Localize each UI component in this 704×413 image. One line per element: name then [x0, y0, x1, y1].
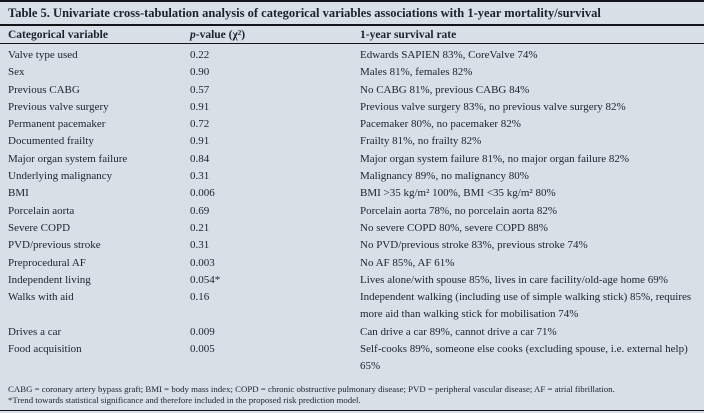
cell-categorical-variable: Permanent pacemaker — [8, 118, 106, 131]
table-row: Severe COPD 0.21 No severe COPD 80%, sev… — [0, 220, 704, 237]
table-row: Previous valve surgery 0.91 Previous val… — [0, 99, 704, 116]
table-row: Documented frailty 0.91 Frailty 81%, no … — [0, 133, 704, 150]
cell-categorical-variable: Underlying malignancy — [8, 170, 113, 183]
cell-categorical-variable: Drives a car — [8, 325, 62, 338]
table-row: BMI 0.006 BMI >35 kg/m² 100%, BMI <35 kg… — [0, 185, 704, 202]
table-row: Previous CABG 0.57 No CABG 81%, previous… — [0, 82, 704, 99]
cell-survival-rate: Males 81%, females 82% — [360, 66, 473, 79]
table-row: Sex 0.90 Males 81%, females 82% — [0, 64, 704, 81]
cell-categorical-variable: Major organ system failure — [8, 152, 128, 165]
cell-survival-rate: Lives alone/with spouse 85%, lives in ca… — [360, 273, 668, 286]
table-row: Permanent pacemaker 0.72 Pacemaker 80%, … — [0, 116, 704, 133]
cell-p-value: 0.69 — [190, 204, 210, 217]
cell-p-value: 0.72 — [190, 118, 210, 131]
footnote-abbreviations: CABG = coronary artery bypass graft; BMI… — [8, 383, 615, 394]
table-row: Drives a car 0.009 Can drive a car 89%, … — [0, 324, 704, 341]
cell-categorical-variable: Porcelain aorta — [8, 204, 75, 217]
cell-survival-rate: No CABG 81%, previous CABG 84% — [360, 83, 530, 96]
footnote-trend-note: *Trend towards statistical significance … — [8, 395, 361, 406]
cell-survival-rate: No severe COPD 80%, severe COPD 88% — [360, 221, 548, 234]
cell-survival-rate: Self-cooks 89%, someone else cooks (excl… — [360, 343, 688, 373]
cell-survival-rate: No AF 85%, AF 61% — [360, 256, 455, 269]
cell-survival-rate: No PVD/previous stroke 83%, previous str… — [360, 239, 588, 252]
cell-p-value: 0.054* — [190, 273, 221, 286]
cell-p-value: 0.009 — [190, 325, 215, 338]
cell-p-value: 0.21 — [190, 221, 210, 234]
cell-survival-rate: BMI >35 kg/m² 100%, BMI <35 kg/m² 80% — [360, 187, 556, 200]
cell-p-value: 0.006 — [190, 187, 215, 200]
table-row: Valve type used 0.22 Edwards SAPIEN 83%,… — [0, 44, 704, 65]
p-value-rest: -value (χ²) — [195, 29, 246, 41]
table-row: Independent living 0.054* Lives alone/wi… — [0, 272, 704, 289]
cell-categorical-variable: PVD/previous stroke — [8, 239, 101, 252]
footnotes: CABG = coronary artery bypass graft; BMI… — [0, 376, 704, 407]
cell-p-value: 0.16 — [190, 291, 210, 304]
cell-categorical-variable: Walks with aid — [8, 291, 74, 304]
table-row: PVD/previous stroke 0.31 No PVD/previous… — [0, 237, 704, 254]
table-row: Porcelain aorta 0.69 Porcelain aorta 78%… — [0, 203, 704, 220]
cell-categorical-variable: Valve type used — [8, 49, 78, 61]
cell-categorical-variable: Preprocedural AF — [8, 256, 86, 269]
cell-p-value: 0.31 — [190, 170, 210, 183]
data-table: Categorical variable p-value (χ²) 1-year… — [0, 26, 704, 376]
cell-survival-rate: Previous valve surgery 83%, no previous … — [360, 100, 626, 113]
bottom-rule — [0, 410, 704, 411]
cell-survival-rate: Pacemaker 80%, no pacemaker 82% — [360, 118, 521, 131]
cell-p-value: 0.90 — [190, 66, 210, 79]
table-row: Walks with aid 0.16 Independent walking … — [0, 289, 704, 324]
cell-categorical-variable: Previous valve surgery — [8, 100, 109, 113]
table-row: Underlying malignancy 0.31 Malignancy 89… — [0, 168, 704, 185]
cell-survival-rate: Porcelain aorta 78%, no porcelain aorta … — [360, 204, 558, 217]
cell-p-value: 0.91 — [190, 100, 210, 113]
cell-p-value: 0.57 — [190, 83, 210, 96]
cell-categorical-variable: Severe COPD — [8, 221, 71, 234]
cell-survival-rate: Major organ system failure 81%, no major… — [360, 152, 630, 165]
cell-survival-rate: Malignancy 89%, no malignancy 80% — [360, 170, 529, 183]
cell-survival-rate: Edwards SAPIEN 83%, CoreValve 74% — [360, 49, 538, 61]
cell-categorical-variable: Sex — [8, 66, 25, 79]
cell-categorical-variable: Previous CABG — [8, 83, 80, 96]
cell-survival-rate: Independent walking (including use of si… — [360, 291, 692, 321]
table-row: Preprocedural AF 0.003 No AF 85%, AF 61% — [0, 255, 704, 272]
cell-survival-rate: Can drive a car 89%, cannot drive a car … — [360, 325, 557, 338]
cell-survival-rate: Frailty 81%, no frailty 82% — [360, 135, 482, 148]
cell-categorical-variable: Independent living — [8, 273, 91, 286]
cell-p-value: 0.31 — [190, 239, 210, 252]
cell-p-value: 0.91 — [190, 135, 210, 148]
cell-p-value: 0.22 — [190, 49, 210, 61]
p-value-italic-p: p — [190, 29, 196, 41]
cell-p-value: 0.005 — [190, 343, 215, 356]
table-title: Table 5. Univariate cross-tabulation ana… — [0, 2, 704, 26]
column-header-survival-rate: 1-year survival rate — [352, 26, 704, 44]
column-header-categorical-variable: Categorical variable — [0, 26, 182, 44]
cell-categorical-variable: Food acquisition — [8, 343, 82, 356]
cell-categorical-variable: BMI — [8, 187, 29, 200]
column-header-p-value: p-value (χ²) — [182, 26, 352, 44]
table-row: Food acquisition 0.005 Self-cooks 89%, s… — [0, 341, 704, 376]
table-row: Major organ system failure 0.84 Major or… — [0, 151, 704, 168]
header-row: Categorical variable p-value (χ²) 1-year… — [0, 26, 704, 44]
cell-p-value: 0.84 — [190, 152, 210, 165]
cell-p-value: 0.003 — [190, 256, 215, 269]
cell-categorical-variable: Documented frailty — [8, 135, 94, 148]
